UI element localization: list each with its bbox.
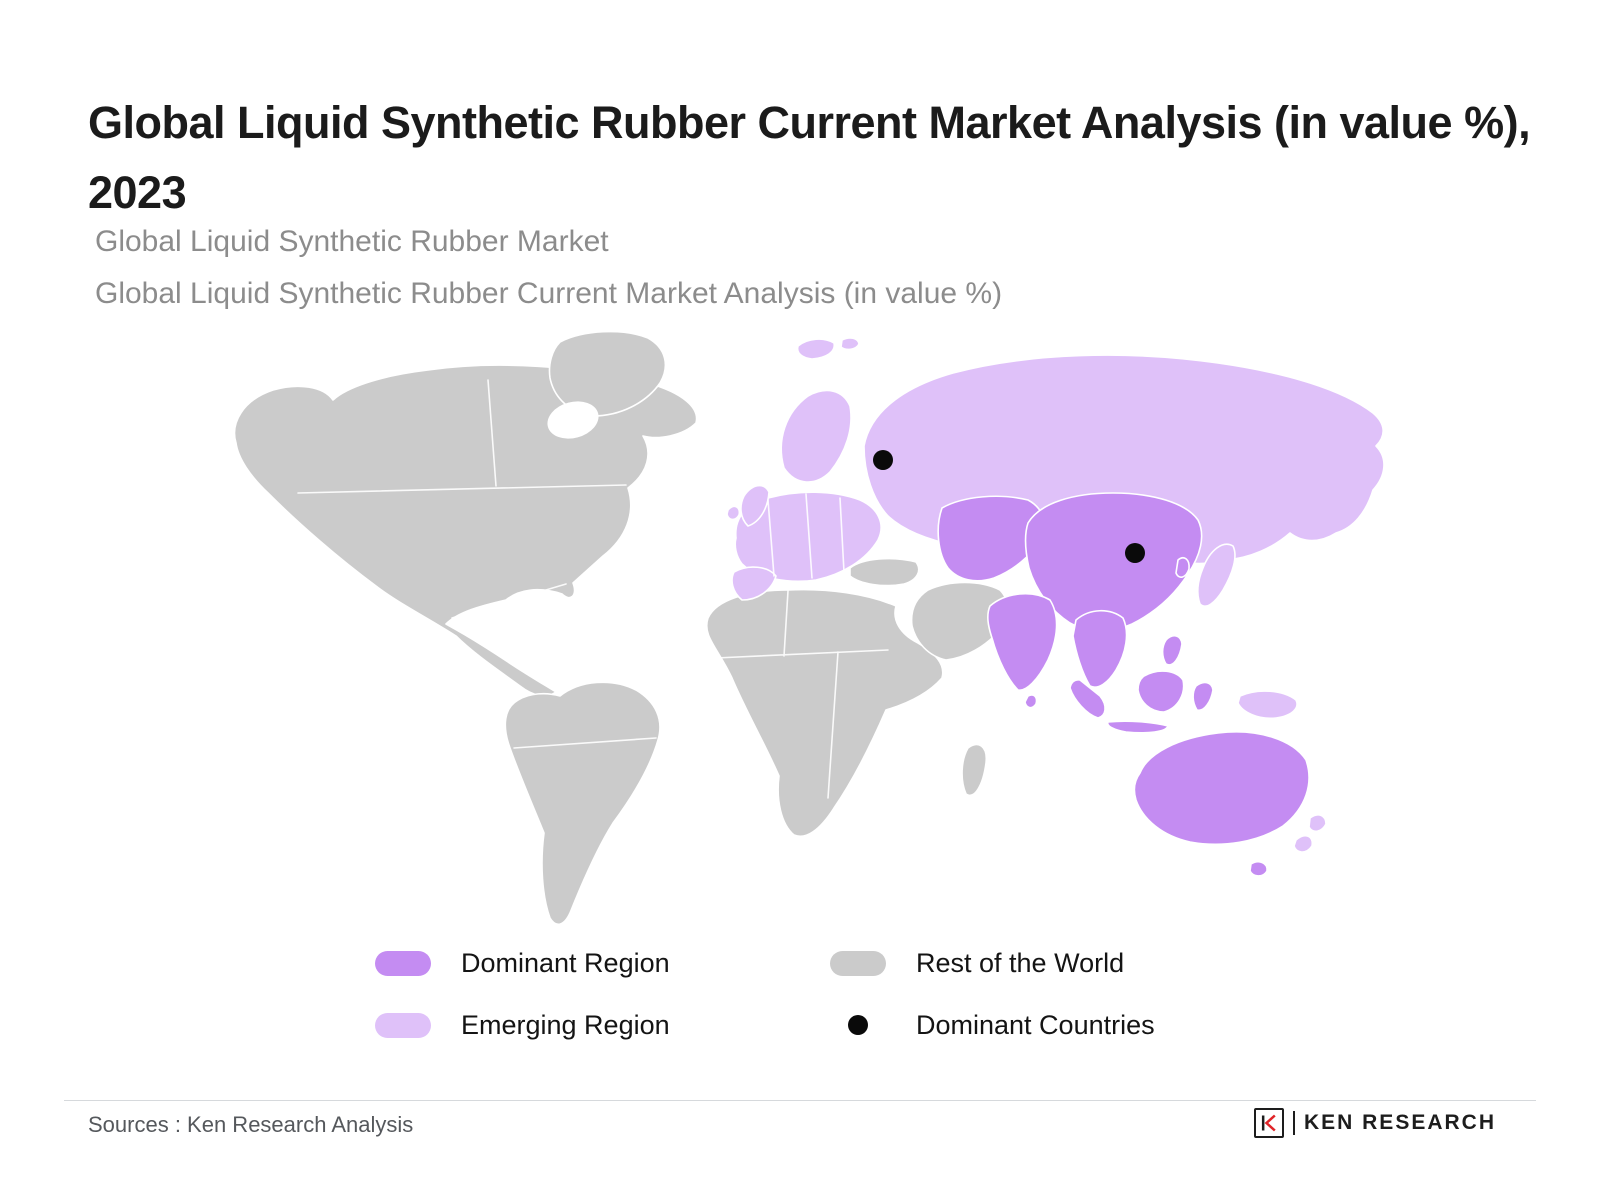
landmass-ireland bbox=[726, 505, 741, 521]
legend-label: Emerging Region bbox=[461, 1009, 670, 1040]
legend-label: Dominant Region bbox=[461, 947, 670, 978]
subtitle-line-2: Global Liquid Synthetic Rubber Current M… bbox=[95, 276, 1003, 310]
legend-item-rest-of-world: Rest of the World bbox=[830, 946, 1155, 980]
landmass-iberia bbox=[731, 566, 777, 601]
landmass-greenland bbox=[548, 330, 667, 417]
legend-item-dominant-region: Dominant Region bbox=[375, 946, 830, 980]
landmass-india bbox=[987, 592, 1058, 691]
landmass-madagascar bbox=[961, 743, 988, 797]
page-title: Global Liquid Synthetic Rubber Current M… bbox=[88, 97, 1531, 218]
rest-of-world-swatch bbox=[830, 950, 886, 976]
legend-label: Rest of the World bbox=[916, 947, 1125, 978]
landmass-turkey bbox=[849, 557, 920, 587]
landmass-svalbard-west bbox=[796, 338, 836, 360]
subtitle-line-1: Global Liquid Synthetic Rubber Market bbox=[95, 225, 609, 258]
country-borders bbox=[297, 379, 889, 799]
emerging-region-swatch bbox=[375, 1012, 431, 1038]
landmass-sumatra bbox=[1069, 679, 1106, 719]
dominant-countries-dot-swatch bbox=[848, 1015, 868, 1035]
landmass-uk bbox=[740, 484, 770, 527]
landmass-central-asia bbox=[937, 495, 1046, 582]
landmass-new-zealand-south bbox=[1293, 834, 1314, 853]
region-dominant bbox=[937, 492, 1310, 877]
landmass-china bbox=[1024, 492, 1203, 632]
legend-label: Dominant Countries bbox=[916, 1009, 1155, 1040]
landmass-africa bbox=[705, 588, 944, 837]
legend-item-dominant-countries: Dominant Countries bbox=[830, 1008, 1155, 1042]
dominant-region-swatch bbox=[375, 950, 431, 976]
dominant-country-dot-russia bbox=[873, 450, 893, 470]
landmass-japan bbox=[1197, 543, 1236, 607]
world-map-container bbox=[228, 328, 1398, 933]
landmass-svalbard-east bbox=[840, 337, 860, 351]
brand-name: KEN RESEARCH bbox=[1303, 1111, 1496, 1134]
logo-k-icon bbox=[1261, 1114, 1276, 1132]
ken-research-logo-icon bbox=[1253, 1108, 1284, 1138]
landmass-australia bbox=[1133, 731, 1310, 846]
landmass-philippines bbox=[1161, 635, 1183, 666]
landmass-tasmania bbox=[1249, 861, 1268, 877]
landmass-scandinavia bbox=[780, 389, 852, 483]
legend-item-emerging-region: Emerging Region bbox=[375, 1008, 830, 1042]
landmass-korea bbox=[1175, 557, 1190, 578]
landmass-sulawesi bbox=[1192, 681, 1214, 712]
world-map bbox=[233, 330, 1385, 926]
subtitle-block: Global Liquid Synthetic Rubber Market Gl… bbox=[95, 216, 1495, 319]
landmass-north-america bbox=[233, 364, 698, 697]
landmass-indochina bbox=[1072, 609, 1128, 688]
ken-research-logo: KEN RESEARCH bbox=[1253, 1108, 1496, 1138]
landmass-sri-lanka bbox=[1024, 694, 1038, 709]
logo-divider bbox=[1292, 1111, 1295, 1135]
sources-text: Sources : Ken Research Analysis bbox=[88, 1112, 414, 1137]
landmass-borneo bbox=[1137, 670, 1185, 713]
landmass-south-america bbox=[504, 681, 661, 926]
region-rest-of-world bbox=[233, 330, 1009, 926]
dominant-country-dot-china bbox=[1125, 543, 1145, 563]
landmass-java bbox=[1106, 720, 1169, 734]
hudson-bay bbox=[547, 401, 599, 439]
landmass-middle-east bbox=[910, 581, 1009, 661]
legend: Dominant Region Emerging Region Rest of … bbox=[375, 946, 1155, 1042]
dominant-country-markers bbox=[873, 450, 1145, 563]
map-detail-overlays bbox=[297, 379, 889, 799]
footer-divider bbox=[64, 1100, 1536, 1101]
landmass-new-zealand-north bbox=[1308, 814, 1327, 833]
landmass-new-guinea bbox=[1237, 690, 1298, 720]
